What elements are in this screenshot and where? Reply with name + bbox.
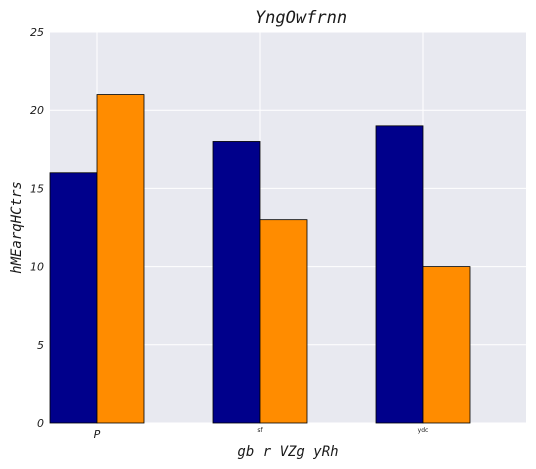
y-tick-label: 20 bbox=[30, 104, 44, 117]
bar-series2-1 bbox=[259, 219, 308, 424]
bar-series2-0 bbox=[96, 94, 145, 424]
bars-group bbox=[49, 94, 471, 424]
y-tick-label: 10 bbox=[30, 261, 44, 274]
x-tick-label: P bbox=[94, 428, 101, 441]
y-tick-label: 25 bbox=[30, 26, 44, 39]
x-tick-label: sf bbox=[257, 427, 263, 434]
y-tick-label: 15 bbox=[30, 182, 44, 195]
bar-series2-2 bbox=[422, 266, 471, 424]
chart-title: YngOwfrnn bbox=[255, 8, 347, 28]
y-tick-labels: 0 5 10 15 20 25 bbox=[30, 26, 44, 430]
y-tick-label: 5 bbox=[37, 339, 44, 352]
y-tick-label: 0 bbox=[37, 417, 44, 430]
x-axis-label: gb r VZg yRh bbox=[237, 444, 338, 460]
x-tick-label: ydc bbox=[418, 427, 429, 434]
bar-series1-2 bbox=[375, 125, 424, 424]
bar-series1-0 bbox=[49, 172, 98, 424]
y-axis-label: hMEarqHCtrs bbox=[9, 181, 25, 274]
bar-series1-1 bbox=[212, 141, 261, 424]
